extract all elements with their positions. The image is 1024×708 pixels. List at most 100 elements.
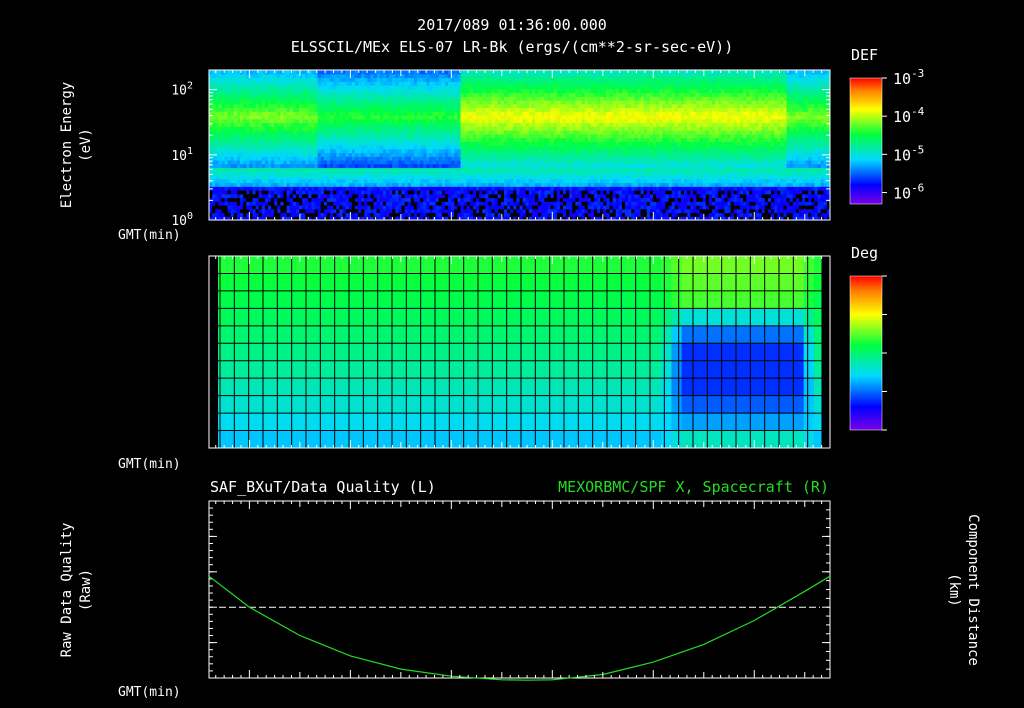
spectrogram-cell [479,152,483,157]
spectrogram-cell [252,171,257,176]
spectrogram-cell [308,103,313,109]
spectrogram-cell [305,190,309,195]
spectrogram-cell [376,137,381,142]
spectrogram-cell [566,201,570,206]
spectrogram-cell [215,137,219,142]
spectrogram-cell [342,175,347,180]
spectrogram-cell [295,70,300,75]
spectrogram-cell [491,111,496,116]
spectrogram-cell [342,81,347,86]
spectrogram-cell [299,171,303,176]
spectrogram-cell [240,193,244,199]
spectrogram-cell [373,73,378,79]
spectrogram-cell [277,193,282,199]
spectrogram-cell [566,85,570,90]
spectrogram-cell [497,88,502,94]
spectrogram-cell [286,201,291,206]
spectrogram-cell [274,208,278,214]
spectrogram-cell [311,137,316,142]
spectrogram-cell [286,92,291,97]
spectrogram-cell [339,182,344,187]
spectrogram-cell [252,156,257,161]
spectrogram-cell [339,205,344,210]
spectrogram-cell [233,126,238,131]
spectrogram-cell [382,148,387,154]
spectrogram-cell [395,107,400,112]
spectrogram-cell [454,160,458,165]
spectrogram-cell [497,167,502,172]
spectrogram-cell [373,190,378,195]
spectrogram-cell [538,182,542,187]
spectrogram-cell [535,81,539,86]
spectrogram-cell [233,208,238,214]
spectrogram-cell [342,197,347,202]
spectrogram-cell [417,118,421,124]
spectrogram-cell [330,118,334,124]
spectrogram-cell [494,85,499,90]
spectrogram-cell [556,137,561,142]
spectrogram-cell [460,182,465,187]
spectrogram-cell [448,171,452,176]
spectrogram-cell [398,111,403,116]
spectrogram-cell [342,201,347,206]
spectrogram-cell [513,107,517,112]
spectrogram-cell [497,126,502,131]
spectrogram-cell [268,130,272,135]
spectrogram-cell [485,167,490,172]
spectrogram-cell [469,178,474,184]
spectrogram-cell [326,85,331,90]
spectrogram-cell [361,111,365,116]
spectrogram-cell [345,216,350,220]
spectrogram-cell [264,160,269,165]
spectrogram-cell [485,145,490,150]
spectrogram-cell [292,77,297,82]
spectrogram-cell [451,96,455,101]
spectrogram-cell [323,175,328,180]
spectrogram-cell [547,77,552,82]
spectrogram-cell [531,175,536,180]
spectrogram-cell [417,96,421,101]
spectrogram-cell [479,186,483,191]
spectrogram-cell [280,100,285,105]
spectrogram-cell [488,152,493,157]
spectrogram-cell [426,88,431,94]
spectrogram-cell [255,77,260,82]
spectrogram-cell [460,115,465,120]
spectrogram-cell [333,115,337,120]
spectrogram-cell [264,201,269,206]
spectrogram-cell [392,77,396,82]
spectrogram-cell [367,167,372,172]
spectrogram-cell [553,126,558,131]
spectrogram-cell [364,103,368,109]
spectrogram-cell [476,133,480,139]
spectrogram-cell [544,133,549,139]
spectrogram-cell [482,186,486,191]
spectrogram-cell [314,156,319,161]
spectrogram-cell [364,152,368,157]
spectrogram-cell [420,111,424,116]
spectrogram-cell [354,201,359,206]
spectrogram-cell [243,133,247,139]
spectrogram-cell [258,216,263,220]
spectrogram-cell [528,208,533,214]
spectrogram-cell [438,193,443,199]
spectrogram-cell [367,122,372,127]
spectrogram-cell [370,167,375,172]
spectrogram-cell [209,182,213,187]
spectrogram-cell [339,190,344,195]
spectrogram-cell [392,212,396,217]
spectrogram-cell [510,70,514,75]
spectrogram-cell [227,197,232,202]
spectrogram-cell [243,152,247,157]
spectrogram-cell [457,133,462,139]
spectrogram-cell [404,145,409,150]
spectrogram-cell [522,137,527,142]
spectrogram-cell [404,182,409,187]
spectrogram-cell [249,148,254,154]
spectrogram-cell [553,197,558,202]
spectrogram-cell [218,137,223,142]
spectrogram-cell [333,70,337,75]
spectrogram-cell [342,137,347,142]
spectrogram-cell [286,130,291,135]
spectrogram-cell [407,118,412,124]
